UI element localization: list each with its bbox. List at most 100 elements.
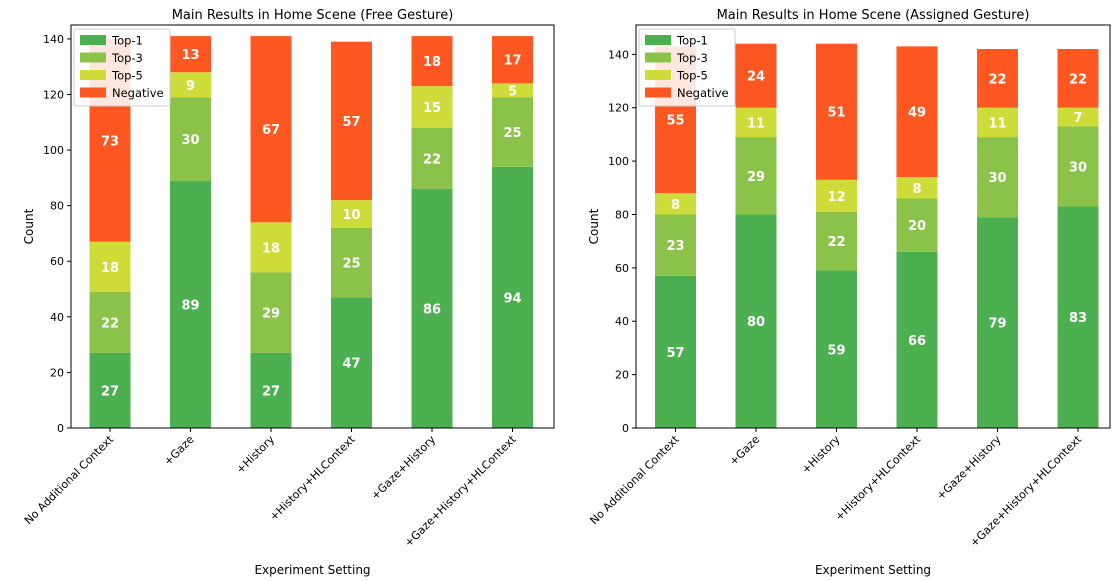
bar-value-label: 66 [908, 334, 926, 349]
bar-segment [816, 211, 857, 271]
bar-value-label: 79 [988, 317, 1006, 332]
bar-value-label: 8 [912, 182, 921, 197]
y-axis-label: Count [22, 208, 36, 244]
legend-swatch [645, 52, 671, 63]
legend-swatch [645, 70, 671, 80]
legend-label: Negative [112, 86, 164, 100]
legend-label: Negative [677, 86, 729, 100]
bar-segment [735, 137, 777, 215]
bar-segment [250, 222, 292, 273]
legend-swatch [645, 87, 671, 98]
chart-title: Main Results in Home Scene (Assigned Ges… [717, 8, 1030, 23]
bar-value-label: 22 [827, 235, 845, 250]
bar-value-label: 22 [1069, 72, 1087, 87]
bar-value-label: 22 [101, 316, 119, 331]
bar-value-label: 30 [181, 133, 199, 148]
y-tick-label: 0 [622, 422, 629, 435]
axes-frame [70, 24, 555, 429]
bar-value-label: 9 [186, 79, 195, 94]
bar-segment [411, 188, 453, 428]
bar-value-label: 17 [503, 54, 521, 69]
y-tick-label: 40 [50, 311, 64, 324]
bar-segment [250, 272, 292, 353]
bar-value-label: 24 [747, 70, 765, 85]
bar-segment [1057, 126, 1099, 207]
y-tick-label: 80 [50, 200, 64, 213]
y-tick-label: 60 [615, 262, 629, 275]
bar-value-label: 25 [342, 257, 360, 272]
bar-value-label: 27 [262, 384, 280, 399]
y-tick-label: 140 [608, 48, 629, 61]
chart-title: Main Results in Home Scene (Free Gesture… [172, 8, 454, 23]
bar-segment [1057, 206, 1099, 428]
bar-segment [492, 166, 533, 429]
bar-segment [735, 43, 777, 108]
y-tick-label: 40 [615, 315, 629, 328]
bar-value-label: 73 [101, 134, 119, 149]
bar-segment [250, 36, 292, 223]
bar-segment [735, 107, 777, 138]
bar-value-label: 25 [503, 126, 521, 141]
bar-segment [977, 49, 1018, 108]
bar-value-label: 8 [671, 198, 680, 213]
legend-label: Top-3 [111, 51, 143, 65]
bar-value-label: 47 [342, 357, 360, 372]
bar-segment [896, 177, 938, 199]
bar-value-label: 55 [666, 114, 684, 129]
bar-value-label: 5 [508, 84, 517, 99]
legend-label: Top-5 [676, 69, 708, 83]
y-tick-label: 0 [57, 422, 64, 435]
y-axis-label: Count [587, 208, 601, 244]
bar-segment [735, 214, 777, 428]
legend-box [638, 28, 736, 107]
y-tick-label: 120 [608, 102, 629, 115]
bar-segment [655, 275, 696, 428]
bar-value-label: 18 [423, 55, 441, 70]
y-tick-label: 60 [50, 255, 64, 268]
bar-segment [331, 41, 372, 201]
chart-panel-1: Main Results in Home Scene (Free Gesture… [22, 8, 555, 577]
bar-value-label: 13 [181, 48, 199, 63]
bar-segment [655, 193, 696, 215]
bar-value-label: 18 [262, 241, 280, 256]
bar-value-label: 57 [342, 115, 360, 130]
bar-segment [411, 86, 453, 128]
bar-segment [250, 352, 292, 428]
bar-value-label: 23 [666, 239, 684, 254]
bar-value-label: 59 [827, 343, 845, 358]
bar-value-label: 94 [503, 291, 521, 306]
legend-swatch [80, 87, 106, 98]
legend-label: Top-1 [111, 34, 143, 48]
bar-segment [331, 297, 372, 428]
bar-value-label: 15 [423, 101, 441, 116]
bar-value-label: 83 [1069, 311, 1087, 326]
bar-segment [89, 241, 131, 292]
bar-segment [492, 97, 533, 167]
y-tick-label: 20 [50, 366, 64, 379]
legend-label: Top-5 [111, 69, 143, 83]
x-tick-label: No Additional Context [22, 432, 117, 527]
legend-box [73, 28, 171, 107]
bar-value-label: 22 [423, 152, 441, 167]
axes-frame [635, 24, 1111, 429]
bar-segment [170, 97, 211, 181]
bar-value-label: 29 [262, 307, 280, 322]
bar-segment [655, 214, 696, 276]
bar-segment [1057, 49, 1099, 108]
bar-value-label: 22 [988, 72, 1006, 87]
bar-value-label: 18 [101, 261, 119, 276]
bar-segment [492, 36, 533, 84]
x-tick-label: +History [799, 433, 843, 477]
bar-value-label: 67 [262, 123, 280, 138]
bar-segment [977, 217, 1018, 428]
legend-label: Top-3 [676, 51, 708, 65]
bar-segment [977, 137, 1018, 218]
y-tick-label: 80 [615, 208, 629, 221]
x-tick-label: +Gaze+History [369, 433, 439, 503]
bar-segment [1057, 107, 1099, 127]
legend-swatch [80, 52, 106, 63]
bar-segment [816, 270, 857, 428]
x-tick-label: +History [234, 433, 278, 477]
bar-value-label: 30 [988, 171, 1006, 186]
x-axis-label: Experiment Setting [254, 563, 370, 577]
